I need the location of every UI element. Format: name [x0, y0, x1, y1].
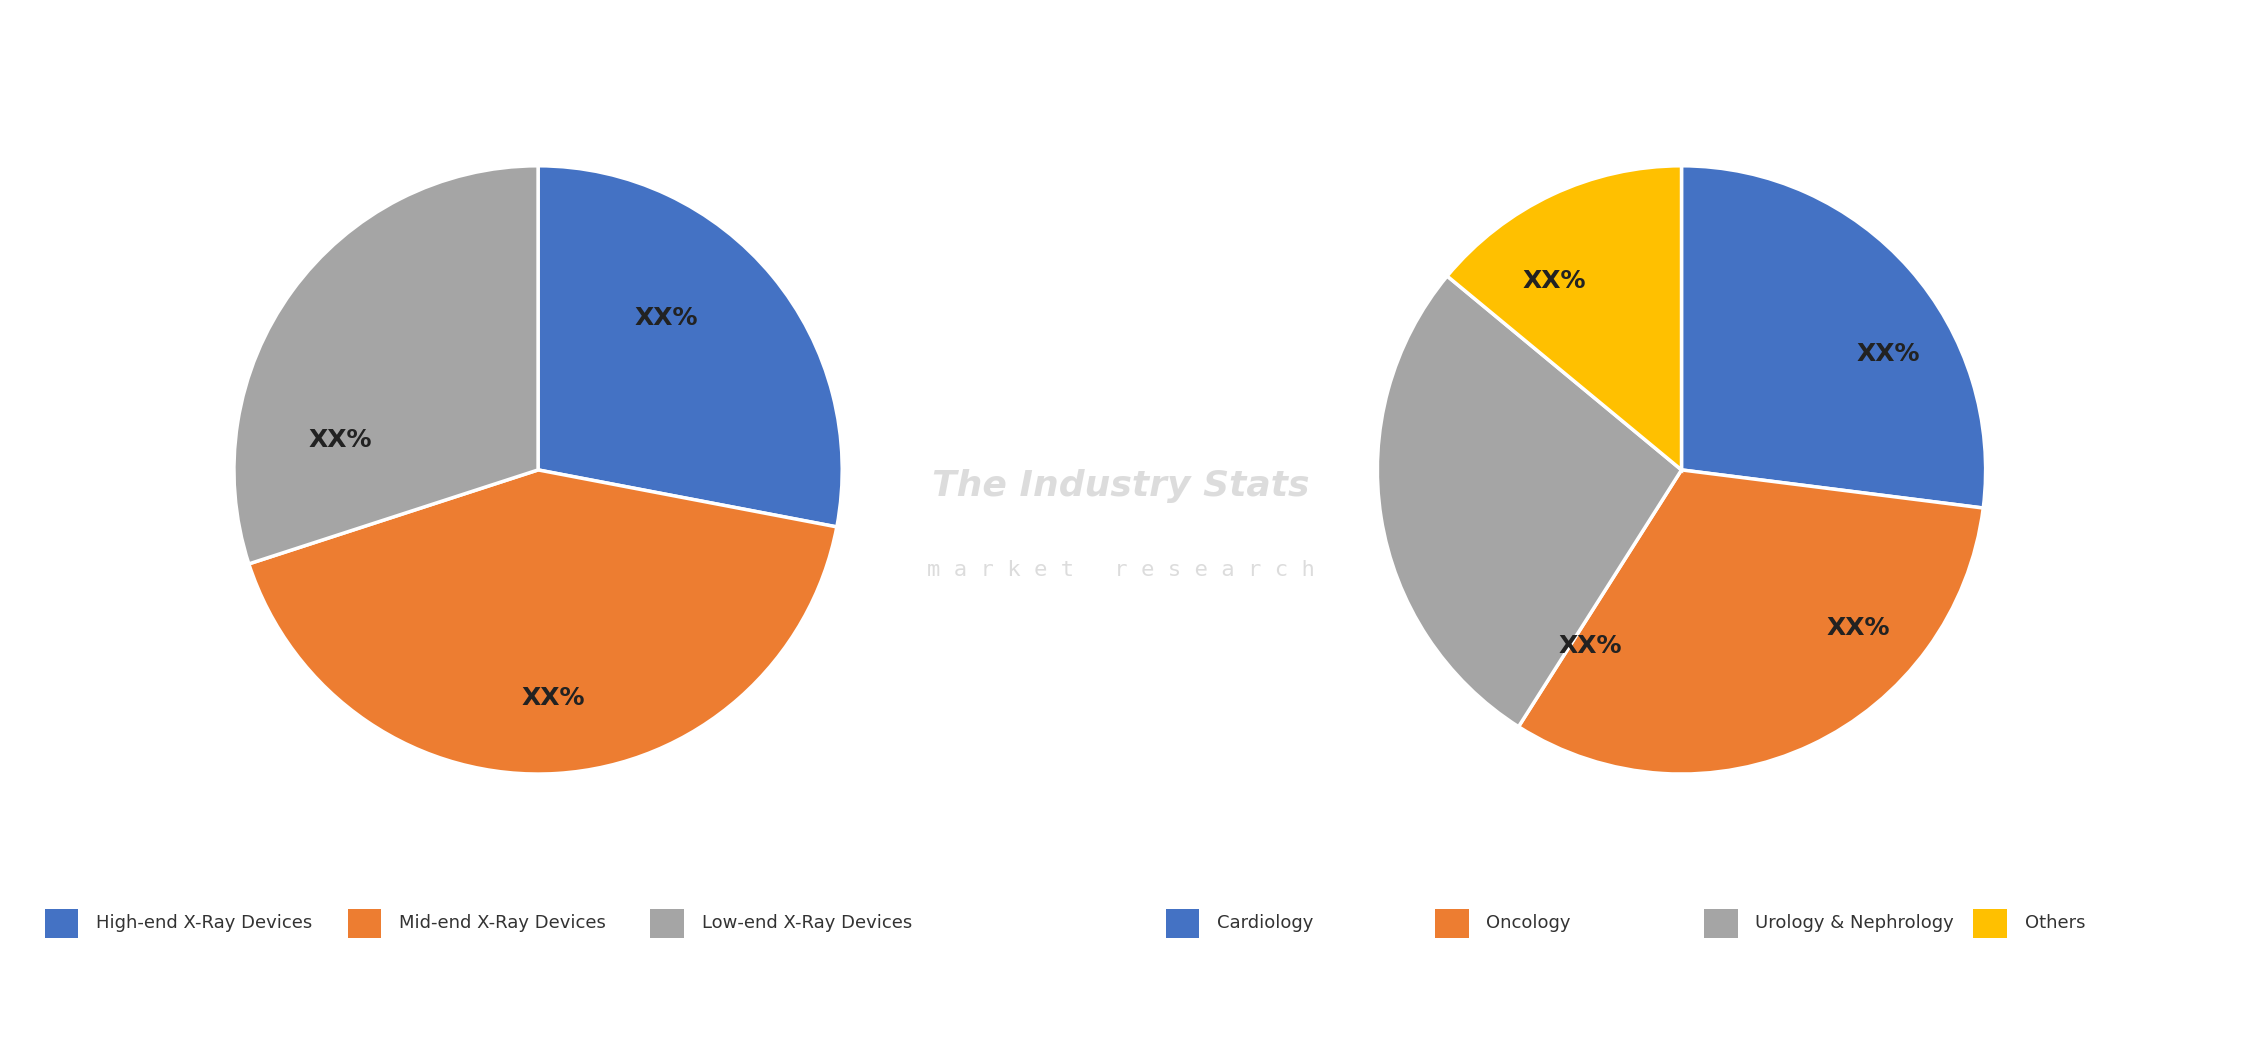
- Text: XX%: XX%: [309, 428, 372, 452]
- FancyBboxPatch shape: [1704, 909, 1738, 938]
- Text: m a r k e t   r e s e a r c h: m a r k e t r e s e a r c h: [926, 561, 1316, 580]
- Text: Source: Theindustrystats Analysis: Source: Theindustrystats Analysis: [45, 1003, 419, 1021]
- Text: The Industry Stats: The Industry Stats: [933, 469, 1309, 503]
- Text: High-end X-Ray Devices: High-end X-Ray Devices: [96, 914, 312, 932]
- Text: Low-end X-Ray Devices: Low-end X-Ray Devices: [702, 914, 912, 932]
- Wedge shape: [1682, 166, 1986, 508]
- Wedge shape: [233, 166, 538, 564]
- Text: XX%: XX%: [522, 686, 585, 710]
- Text: Fig. Global Interventional Radiology Equipment Market Share by Product Types & A: Fig. Global Interventional Radiology Equ…: [34, 30, 1498, 58]
- Wedge shape: [1377, 276, 1682, 727]
- Text: XX%: XX%: [1827, 616, 1890, 640]
- Text: XX%: XX%: [634, 306, 697, 329]
- FancyBboxPatch shape: [1435, 909, 1469, 938]
- Text: XX%: XX%: [1856, 342, 1919, 366]
- Text: Cardiology: Cardiology: [1217, 914, 1314, 932]
- FancyBboxPatch shape: [348, 909, 381, 938]
- Text: XX%: XX%: [1558, 635, 1621, 658]
- FancyBboxPatch shape: [45, 909, 78, 938]
- FancyBboxPatch shape: [650, 909, 684, 938]
- Wedge shape: [538, 166, 843, 527]
- Text: Website: www.theindustrystats.com: Website: www.theindustrystats.com: [1798, 1003, 2197, 1021]
- Wedge shape: [1518, 470, 1984, 774]
- FancyBboxPatch shape: [1973, 909, 2007, 938]
- Text: XX%: XX%: [1522, 269, 1585, 294]
- Text: Urology & Nephrology: Urology & Nephrology: [1755, 914, 1955, 932]
- Text: Oncology: Oncology: [1486, 914, 1572, 932]
- Text: Mid-end X-Ray Devices: Mid-end X-Ray Devices: [399, 914, 605, 932]
- Wedge shape: [1446, 166, 1682, 470]
- FancyBboxPatch shape: [1166, 909, 1199, 938]
- Wedge shape: [249, 470, 836, 774]
- Text: Email: sales@theindustrystats.com: Email: sales@theindustrystats.com: [928, 1003, 1314, 1021]
- Text: Others: Others: [2025, 914, 2085, 932]
